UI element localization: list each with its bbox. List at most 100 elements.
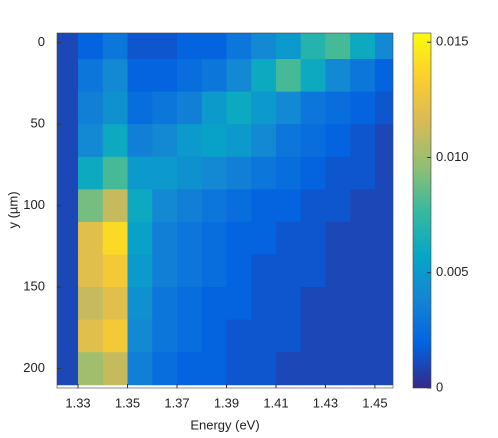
heatmap-cell (152, 221, 178, 255)
heatmap-cell (350, 59, 376, 93)
heatmap-cell (152, 352, 178, 386)
heatmap-cell (152, 189, 178, 223)
heatmap-cell (350, 124, 376, 158)
heatmap-cell (177, 221, 203, 255)
heatmap-cell (177, 287, 203, 321)
heatmap-cell (226, 124, 252, 158)
heatmap-cell (102, 287, 129, 321)
y-tick-label: 100 (23, 197, 45, 212)
colorbar (412, 32, 432, 389)
x-tick-label: 1.41 (263, 395, 288, 410)
heatmap-cell (374, 352, 393, 386)
heatmap-cell (78, 287, 104, 321)
heatmap-cell (350, 254, 376, 288)
colorbar-tick-label: 0.015 (436, 34, 469, 49)
heatmap-cell (57, 33, 79, 60)
heatmap-cell (374, 221, 393, 255)
heatmap-cell (325, 91, 351, 125)
heatmap-cell (57, 91, 79, 125)
heatmap-cell (78, 221, 104, 255)
heatmap-cell (275, 59, 302, 93)
heatmap-cell (57, 124, 79, 158)
heatmap-cell (325, 189, 351, 223)
heatmap-cell (152, 287, 178, 321)
heatmap-cell (325, 287, 351, 321)
heatmap-cell (374, 287, 393, 321)
heatmap-cell (300, 124, 326, 158)
heatmap-cell (127, 59, 153, 93)
heatmap-cell (350, 352, 376, 386)
heatmap-cell (102, 33, 129, 60)
heatmap-cell (102, 91, 129, 125)
heatmap-cell (102, 254, 129, 288)
heatmap-cell (226, 254, 252, 288)
heatmap-cell (374, 254, 393, 288)
heatmap-cell (374, 33, 393, 60)
heatmap-cell (152, 91, 178, 125)
plot-frame (56, 32, 394, 389)
heatmap-cell (251, 156, 277, 190)
heatmap-cell (177, 91, 203, 125)
heatmap-cell (251, 189, 277, 223)
heatmap-cell (78, 189, 104, 223)
heatmap-cell (350, 221, 376, 255)
heatmap-cell (127, 91, 153, 125)
y-tick-label: 200 (23, 360, 45, 375)
heatmap-cell (102, 59, 129, 93)
heatmap-cell (350, 91, 376, 125)
heatmap-cell (102, 124, 129, 158)
heatmap-cell (251, 254, 277, 288)
heatmap-cell (177, 59, 203, 93)
heatmap-cell (350, 189, 376, 223)
heatmap-cell (78, 156, 104, 190)
heatmap-cell (177, 124, 203, 158)
heatmap-cell (177, 33, 203, 60)
heatmap-cell (374, 124, 393, 158)
heatmap-cell (226, 59, 252, 93)
heatmap-cell (300, 352, 326, 386)
heatmap-cell (350, 319, 376, 353)
heatmap-cell (78, 254, 104, 288)
heatmap-cell (251, 33, 277, 60)
x-tick-label: 1.39 (214, 395, 239, 410)
x-tick-label: 1.43 (313, 395, 338, 410)
heatmap-cell (251, 221, 277, 255)
heatmap-cell (201, 287, 227, 321)
heatmap-cell (57, 189, 79, 223)
y-tick-label: 150 (23, 278, 45, 293)
heatmap-cell (78, 59, 104, 93)
heatmap-cell (350, 287, 376, 321)
heatmap-cell (177, 319, 203, 353)
heatmap-cell (226, 91, 252, 125)
heatmap-cell (226, 156, 252, 190)
heatmap-cell (300, 189, 326, 223)
heatmap-cell (102, 352, 129, 386)
heatmap-cell (374, 189, 393, 223)
heatmap-cell (57, 221, 79, 255)
heatmap-cell (127, 319, 153, 353)
heatmap-cell (127, 124, 153, 158)
heatmap-cell (325, 319, 351, 353)
heatmap-cell (127, 33, 153, 60)
heatmap-cell (127, 352, 153, 386)
heatmap-cell (201, 124, 227, 158)
heatmap-cell (226, 319, 252, 353)
heatmap-cell (251, 91, 277, 125)
heatmap-cell (152, 59, 178, 93)
y-tick-label: 0 (38, 34, 45, 49)
heatmap-cell (325, 254, 351, 288)
heatmap-cell (102, 221, 129, 255)
heatmap-cell (127, 254, 153, 288)
heatmap (57, 33, 393, 386)
heatmap-cell (275, 124, 302, 158)
heatmap-cell (177, 352, 203, 386)
heatmap-cell (325, 59, 351, 93)
heatmap-cell (127, 156, 153, 190)
heatmap-cell (251, 352, 277, 386)
heatmap-cell (201, 156, 227, 190)
heatmap-cell (275, 319, 302, 353)
colorbar-tick-label: 0.010 (436, 149, 469, 164)
heatmap-cell (325, 352, 351, 386)
heatmap-cell (374, 59, 393, 93)
heatmap-cell (201, 91, 227, 125)
